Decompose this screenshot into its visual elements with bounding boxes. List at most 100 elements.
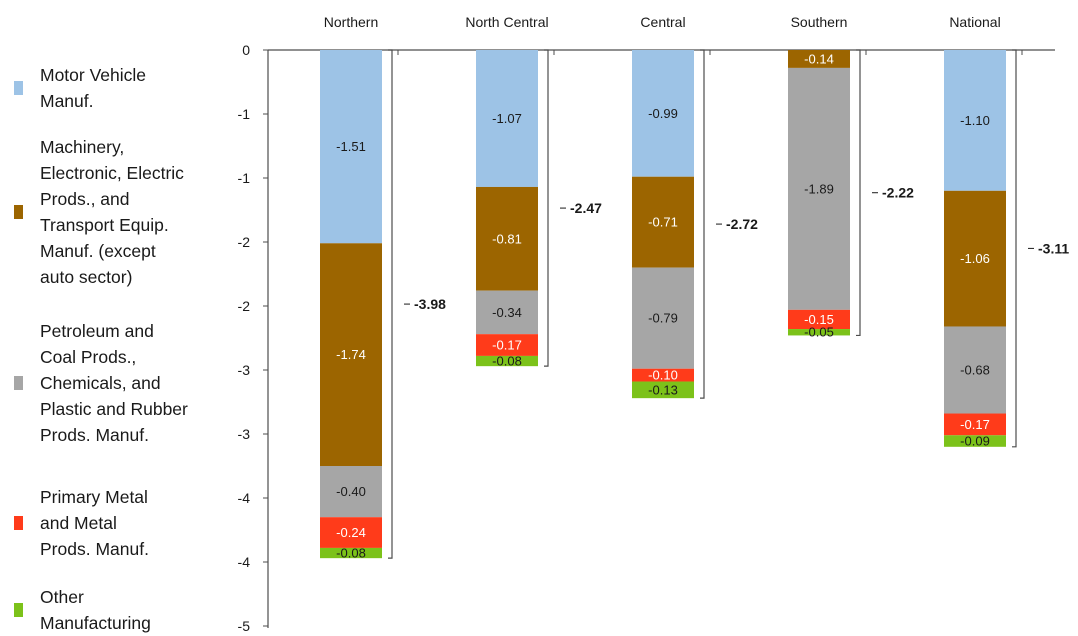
bar-segment — [476, 334, 538, 356]
legend-label-line: Motor Vehicle — [40, 65, 147, 85]
category-label: Northern — [324, 14, 378, 30]
legend-label-line: Manuf. (except — [40, 241, 156, 261]
bar-data-label: -0.99 — [648, 106, 678, 121]
total-bracket — [1012, 49, 1017, 448]
legend-label-line: Petroleum and — [40, 321, 154, 341]
legend-swatch — [14, 603, 23, 617]
bar-data-label: -0.17 — [960, 417, 990, 432]
legend-label-line: Machinery, — [40, 137, 125, 157]
total-bracket — [544, 49, 549, 367]
category-label: National — [949, 14, 1000, 30]
bar-segment — [632, 267, 694, 369]
bar-segment — [788, 329, 850, 336]
legend-label: Other Manufacturing — [40, 584, 151, 636]
bar-segment — [632, 368, 694, 382]
bar-segment — [632, 50, 694, 177]
legend-label-line: Other — [40, 587, 84, 607]
bar-data-label: -0.08 — [336, 546, 366, 561]
bar-data-label: -0.34 — [492, 305, 522, 320]
bar-data-label: -0.10 — [648, 368, 678, 383]
y-tick-label: -4 — [238, 554, 251, 570]
category-label: Southern — [791, 14, 848, 30]
bar-segment — [320, 50, 382, 244]
total-bracket — [856, 49, 861, 337]
bar-data-label: -0.79 — [648, 311, 678, 326]
bar-data-label: -1.07 — [492, 111, 522, 126]
legend-label-line: auto sector) — [40, 267, 133, 287]
total-label: -2.22 — [882, 185, 914, 201]
bar-data-label: -0.08 — [492, 354, 522, 369]
legend-label-line: Manufacturing — [40, 613, 151, 633]
bar-data-label: -1.89 — [804, 181, 834, 196]
y-tick-label: -2 — [238, 298, 251, 314]
legend-label-line: Transport Equip. — [40, 215, 169, 235]
bar-segment — [788, 309, 850, 330]
bar-segment — [788, 50, 850, 68]
legend-label: Petroleum and Coal Prods., Chemicals, and P… — [40, 318, 188, 448]
bar-data-label: -0.13 — [648, 382, 678, 397]
legend-label-line: Primary Metal — [40, 487, 148, 507]
total-bracket — [700, 49, 705, 399]
legend-label-line: Manuf. — [40, 91, 94, 111]
legend-label-line: and Metal — [40, 513, 117, 533]
legend-label-line: Prods. Manuf. — [40, 539, 149, 559]
legend-label: Primary Metal and Metal Prods. Manuf. — [40, 484, 149, 562]
bar-segment — [944, 50, 1006, 191]
total-label: -3.98 — [414, 296, 446, 312]
legend-label: Motor Vehicle Manuf. — [40, 62, 146, 114]
legend-label: Machinery, Electronic, Electric Prods., an… — [40, 134, 184, 290]
bar-segment — [476, 290, 538, 335]
y-tick-label: -5 — [238, 618, 251, 634]
bar-segment — [788, 67, 850, 310]
total-label: -2.47 — [570, 200, 602, 216]
legend-label-line: Prods. Manuf. — [40, 425, 149, 445]
bar-data-label: -0.14 — [804, 51, 834, 66]
legend-swatch — [14, 516, 23, 530]
bar-segment — [320, 547, 382, 559]
y-tick-label: -4 — [238, 490, 251, 506]
bar-data-label: -0.68 — [960, 363, 990, 378]
bar-segment — [632, 381, 694, 399]
y-tick-label: -3 — [238, 362, 251, 378]
legend-swatch — [14, 376, 23, 390]
bar-segment — [476, 186, 538, 291]
bar-segment — [320, 517, 382, 548]
bar-data-label: -0.05 — [804, 325, 834, 340]
legend-label-line: Electronic, Electric — [40, 163, 184, 183]
bar-data-label: -1.10 — [960, 113, 990, 128]
bar-segment — [320, 466, 382, 518]
y-tick-label: -3 — [238, 426, 251, 442]
y-tick-label: -2 — [238, 234, 251, 250]
bar-data-label: -0.71 — [648, 215, 678, 230]
bar-data-label: -0.24 — [336, 525, 366, 540]
total-label: -3.11 — [1038, 240, 1069, 256]
bar-data-label: -0.15 — [804, 312, 834, 327]
bar-segment — [320, 243, 382, 466]
bar-segment — [944, 326, 1006, 414]
legend-label-line: Prods., and — [40, 189, 130, 209]
bar-data-label: -1.51 — [336, 139, 366, 154]
legend-label-line: Plastic and Rubber — [40, 399, 188, 419]
legend-swatch — [14, 205, 23, 219]
legend-swatch — [14, 81, 23, 95]
bar-data-label: -0.09 — [960, 434, 990, 449]
bar-segment — [944, 413, 1006, 436]
category-label: North Central — [465, 14, 548, 30]
bar-data-label: -0.81 — [492, 231, 522, 246]
legend-label-line: Coal Prods., — [40, 347, 137, 367]
bar-segment — [476, 355, 538, 367]
bar-segment — [944, 190, 1006, 327]
total-bracket — [388, 49, 393, 559]
bar-data-label: -0.40 — [336, 484, 366, 499]
category-label: Central — [640, 14, 685, 30]
bar-data-label: -0.17 — [492, 338, 522, 353]
bar-data-label: -1.74 — [336, 347, 366, 362]
y-tick-label: 0 — [242, 42, 250, 58]
bar-data-label: -1.06 — [960, 251, 990, 266]
bar-segment — [632, 176, 694, 268]
bar-segment — [476, 50, 538, 187]
y-tick-label: -1 — [238, 170, 251, 186]
legend-label-line: Chemicals, and — [40, 373, 161, 393]
bar-segment — [944, 435, 1006, 447]
